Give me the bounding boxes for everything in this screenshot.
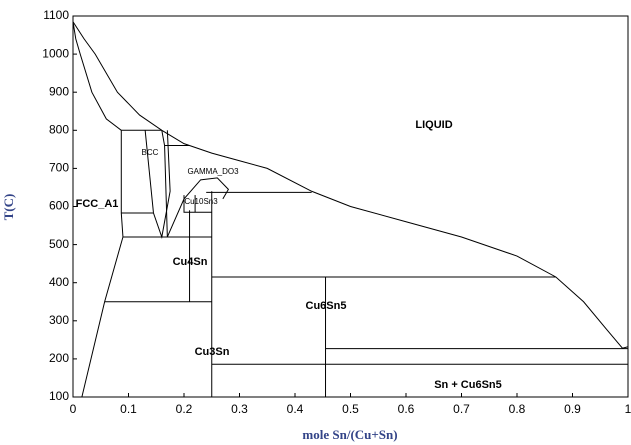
x-tick-label: 0.2 xyxy=(176,402,193,416)
phase-boundary xyxy=(166,177,230,238)
x-tick-label: 0.6 xyxy=(398,402,415,416)
phase-label: Sn + Cu6Sn5 xyxy=(434,379,502,391)
phase-label: LIQUID xyxy=(415,119,452,131)
x-tick-label: 0.8 xyxy=(509,402,526,416)
y-tick-label: 300 xyxy=(49,313,69,327)
phase-label: BCC xyxy=(142,148,159,157)
x-tick-label: 1 xyxy=(625,402,631,416)
phase-label: Cu6Sn5 xyxy=(306,300,347,312)
phase-boundary xyxy=(183,195,212,213)
y-tick-label: 500 xyxy=(49,237,69,251)
y-tick-label: 1000 xyxy=(42,46,69,60)
x-tick-label: 0.9 xyxy=(564,402,581,416)
x-tick-label: 0.3 xyxy=(231,402,248,416)
x-tick-label: 0.4 xyxy=(287,402,304,416)
phase-label: FCC_A1 xyxy=(76,198,119,210)
phase-label: Cu3Sn xyxy=(195,346,230,358)
phase-boundary xyxy=(72,21,122,131)
y-tick-label: 900 xyxy=(49,84,69,98)
phase-label: Cu4Sn xyxy=(173,256,208,268)
phase-label: Cu10Sn3 xyxy=(184,197,218,206)
phase-label: GAMMA_DO3 xyxy=(187,167,239,176)
y-tick-label: 800 xyxy=(49,122,69,136)
x-tick-label: 0 xyxy=(70,402,77,416)
y-tick-label: 1100 xyxy=(43,8,69,22)
x-tick-label: 0.5 xyxy=(342,402,359,416)
x-tick-label: 0.1 xyxy=(120,402,137,416)
y-tick-label: 200 xyxy=(49,351,69,365)
y-tick-label: 700 xyxy=(49,161,69,175)
y-axis-label: T(C) xyxy=(1,194,16,221)
x-tick-label: 0.7 xyxy=(453,402,470,416)
y-tick-label: 100 xyxy=(49,389,69,403)
x-axis-label: mole Sn/(Cu+Sn) xyxy=(302,427,397,442)
phase-boundary xyxy=(72,21,629,349)
y-tick-label: 600 xyxy=(49,199,69,213)
y-tick-label: 400 xyxy=(49,275,69,289)
phase-boundary xyxy=(81,130,124,398)
